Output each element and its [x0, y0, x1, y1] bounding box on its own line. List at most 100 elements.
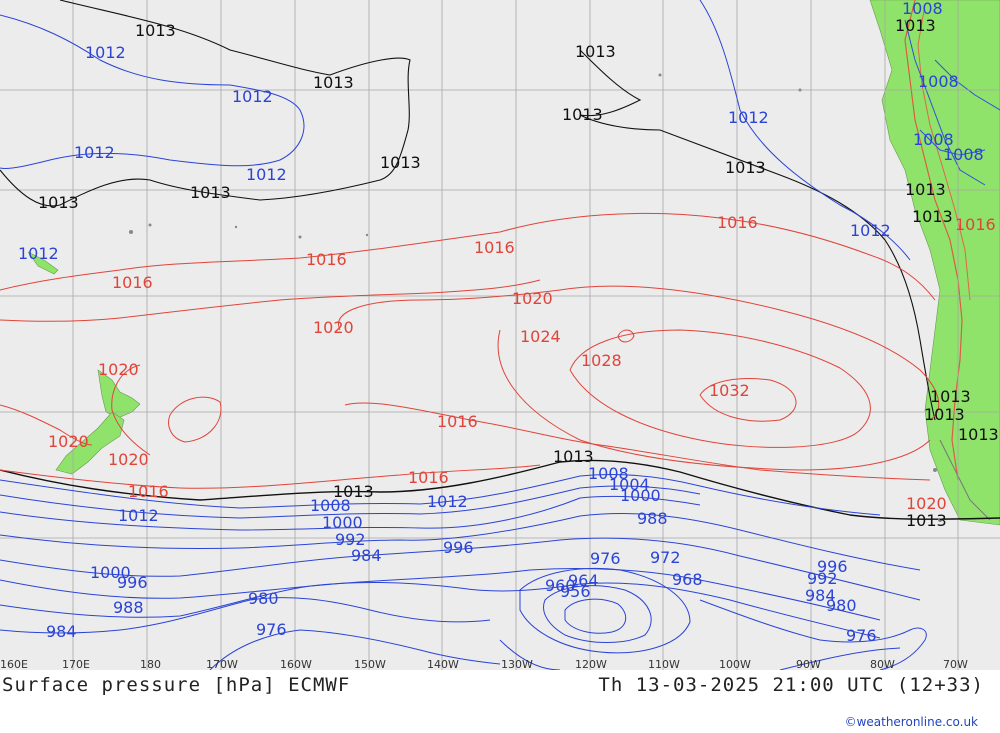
isobar-label: 956 — [560, 582, 591, 601]
isobars-normal — [0, 0, 1000, 520]
longitude-label: 120W — [575, 658, 607, 670]
isobar-label: 1016 — [717, 213, 758, 232]
map-title: Surface pressure [hPa] ECMWF — [2, 674, 351, 696]
isobar-label: 1013 — [905, 180, 946, 199]
isobar-label: 1012 — [246, 165, 287, 184]
isobar-label: 1012 — [74, 143, 115, 162]
isobar-label: 1013 — [38, 193, 79, 212]
longitude-label: 170W — [206, 658, 238, 670]
isobar-label: 1012 — [728, 108, 769, 127]
isobar-label: 1016 — [306, 250, 347, 269]
isobar-label: 1013 — [930, 387, 971, 406]
isobar-label: 992 — [807, 569, 838, 588]
isobar-label: 1013 — [725, 158, 766, 177]
isobar-label: 1013 — [575, 42, 616, 61]
map-footer — [0, 670, 1000, 733]
source-credit-link[interactable]: ©weatheronline.co.uk — [844, 715, 978, 729]
longitude-label: 170E — [62, 658, 90, 670]
isobar-label: 1008 — [902, 0, 943, 18]
isobar-label: 1013 — [912, 207, 953, 226]
isobar-label: 1008 — [918, 72, 959, 91]
isobar-label: 1013 — [906, 511, 947, 530]
isobar-label: 1013 — [958, 425, 999, 444]
isobar-label: 1013 — [553, 447, 594, 466]
longitude-label: 160W — [280, 658, 312, 670]
isobar-label: 1013 — [924, 405, 965, 424]
isobar-label: 964 — [568, 571, 599, 590]
longitude-label: 160E — [0, 658, 28, 670]
isobar-label: 972 — [650, 548, 681, 567]
isobar-label: 980 — [826, 596, 857, 615]
longitude-label: 150W — [354, 658, 386, 670]
isobar-label: 1016 — [437, 412, 478, 431]
ocean-background — [0, 0, 1000, 670]
isobar-label: 984 — [805, 586, 836, 605]
isobar-label: 1000 — [90, 563, 131, 582]
south-america-land — [869, 0, 1000, 526]
isobar-label: 1016 — [128, 482, 169, 501]
longitude-label: 130W — [501, 658, 533, 670]
pressure-map: 1013 1012 1013 1012 1013 1012 1012 1013 … — [0, 0, 1000, 670]
longitude-label: 100W — [719, 658, 751, 670]
longitude-label: 70W — [943, 658, 968, 670]
isobar-label: 1008 — [310, 496, 351, 515]
graticule — [0, 0, 1000, 670]
isobar-label: 988 — [113, 598, 144, 617]
isobar-label: 1020 — [48, 432, 89, 451]
longitude-labels: 160E 170E 180 170W 160W 150W 140W 130W 1… — [0, 658, 968, 670]
isobar-label: 1013 — [333, 482, 374, 501]
isobar-label: 976 — [590, 549, 621, 568]
isobar-label: 1013 — [562, 105, 603, 124]
isobar-label: 1012 — [232, 87, 273, 106]
valid-time: Th 13-03-2025 21:00 UTC (12+33) — [598, 674, 984, 696]
isobar-label: 1012 — [118, 506, 159, 525]
isobar-label: 1008 — [943, 145, 984, 164]
island-dots — [129, 73, 942, 522]
isobars-high — [0, 212, 940, 489]
isobar-label: 976 — [846, 626, 877, 645]
isobar-label: 996 — [443, 538, 474, 557]
isobar-label: 1020 — [906, 494, 947, 513]
isobar-label: 1008 — [913, 130, 954, 149]
isobar-label: 1012 — [850, 221, 891, 240]
isobar-label: 1012 — [427, 492, 468, 511]
isobar-label: 1012 — [85, 43, 126, 62]
isobar-label: 1016 — [955, 215, 996, 234]
longitude-label: 80W — [870, 658, 895, 670]
isobar-label: 988 — [637, 509, 668, 528]
isobar-label: 1020 — [313, 318, 354, 337]
isobar-label: 1020 — [98, 360, 139, 379]
isobar-label: 1020 — [512, 289, 553, 308]
isobar-label: 1020 — [108, 450, 149, 469]
isobar-label: 1012 — [18, 244, 59, 263]
isobar-label: 992 — [335, 530, 366, 549]
isobar-label: 1016 — [408, 468, 449, 487]
isobar-label: 1000 — [322, 513, 363, 532]
isobar-label: 1013 — [190, 183, 231, 202]
isobar-label: 1024 — [520, 327, 561, 346]
longitude-label: 90W — [796, 658, 821, 670]
longitude-label: 180 — [140, 658, 161, 670]
isobar-label: 1000 — [620, 486, 661, 505]
isobar-labels: 1013 1012 1013 1012 1013 1012 1012 1013 … — [18, 0, 999, 645]
isobar-label: 980 — [248, 589, 279, 608]
isobar-label: 1013 — [895, 16, 936, 35]
isobar-label: 1016 — [474, 238, 515, 257]
isobar-label: 976 — [256, 620, 287, 639]
isobar-label: 1013 — [313, 73, 354, 92]
isobars-low — [0, 0, 927, 670]
isobar-label: 984 — [46, 622, 77, 641]
isobar-label: 968 — [672, 570, 703, 589]
isobar-label: 1028 — [581, 351, 622, 370]
isobar-label: 1016 — [112, 273, 153, 292]
longitude-label: 140W — [427, 658, 459, 670]
isobar-label: 960 — [545, 576, 576, 595]
new-caledonia — [27, 251, 59, 275]
isobar-label: 1013 — [135, 21, 176, 40]
isobar-label: 1004 — [609, 475, 650, 494]
isobar-label: 996 — [117, 573, 148, 592]
andes-relief — [904, 0, 1000, 521]
isobar-label: 1008 — [588, 464, 629, 483]
isobar-label: 1032 — [709, 381, 750, 400]
isobar-label: 1013 — [380, 153, 421, 172]
